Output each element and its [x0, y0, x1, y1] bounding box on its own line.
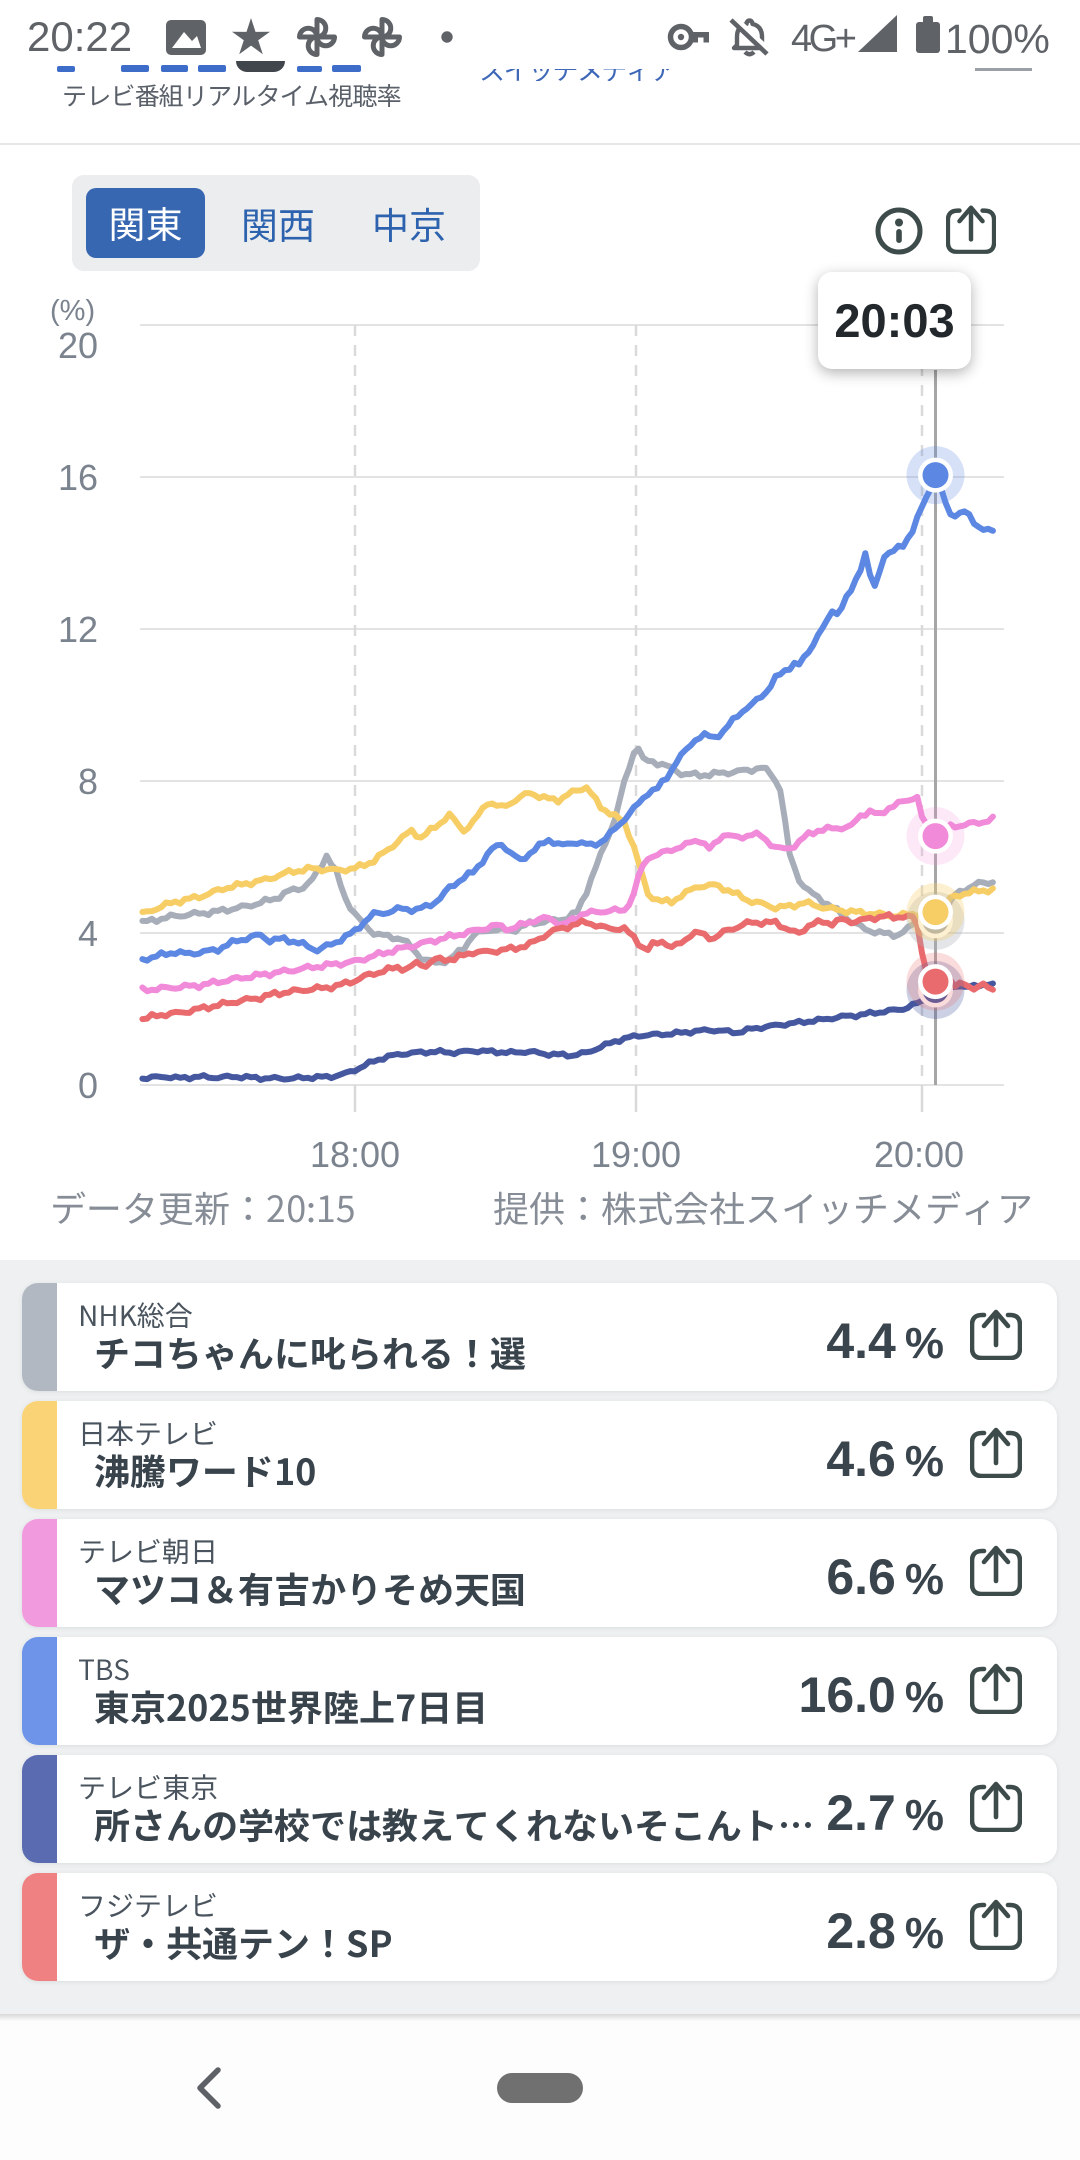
- svg-text:8: 8: [78, 761, 98, 802]
- svg-text:16: 16: [58, 457, 98, 498]
- svg-text:0: 0: [78, 1065, 98, 1106]
- svg-text:(%): (%): [50, 295, 95, 327]
- svg-text:12: 12: [58, 609, 98, 650]
- svg-text:19:00: 19:00: [591, 1134, 681, 1175]
- svg-text:18:00: 18:00: [310, 1134, 400, 1175]
- svg-text:20:00: 20:00: [874, 1134, 964, 1175]
- svg-text:4: 4: [78, 913, 98, 954]
- svg-text:20: 20: [58, 325, 98, 366]
